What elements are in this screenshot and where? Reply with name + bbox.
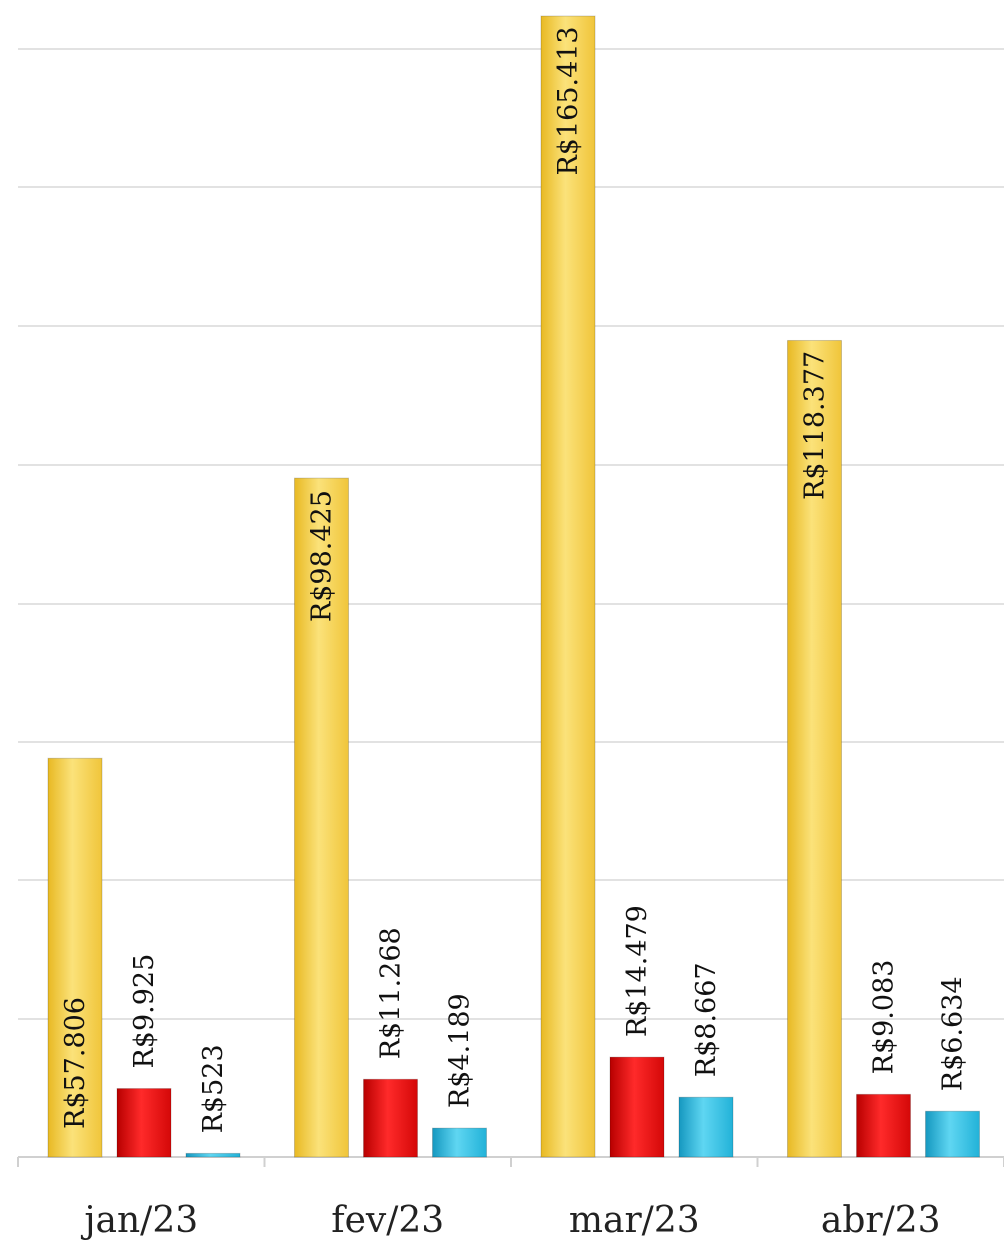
x-tick-label: fev/23 [331, 1200, 444, 1241]
bar-series2-jan-23 [116, 1088, 172, 1158]
data-label: R$118.377 [800, 351, 831, 500]
x-tick-label: mar/23 [569, 1200, 700, 1241]
data-label: R$6.634 [938, 976, 969, 1091]
bar-series3-mar-23 [678, 1096, 734, 1158]
bar-series1-mar-23 [540, 15, 596, 1158]
bar-series3-fev-23 [432, 1127, 487, 1158]
bar-series1-jan-23 [47, 757, 103, 1158]
data-label: R$98.425 [307, 490, 338, 622]
data-label: R$523 [198, 1044, 229, 1133]
data-label: R$165.413 [553, 26, 584, 175]
bar-series3-abr-23 [925, 1110, 980, 1158]
bar-series1-fev-23 [294, 477, 349, 1158]
bar-series1-abr-23 [787, 339, 842, 1158]
data-label: R$57.806 [60, 997, 91, 1129]
bar-series3-jan-23 [185, 1152, 241, 1158]
bar-series2-fev-23 [363, 1078, 418, 1158]
x-tick-label: abr/23 [821, 1200, 941, 1241]
data-label: R$8.667 [691, 962, 722, 1077]
bar-series2-mar-23 [609, 1056, 665, 1158]
bar-series2-abr-23 [856, 1093, 911, 1158]
data-label: R$9.925 [129, 954, 160, 1069]
data-label: R$4.189 [445, 993, 476, 1108]
data-label: R$14.479 [622, 905, 653, 1037]
x-tick-label: jan/23 [80, 1200, 198, 1241]
data-label: R$11.268 [376, 927, 407, 1059]
data-label: R$9.083 [869, 960, 900, 1075]
